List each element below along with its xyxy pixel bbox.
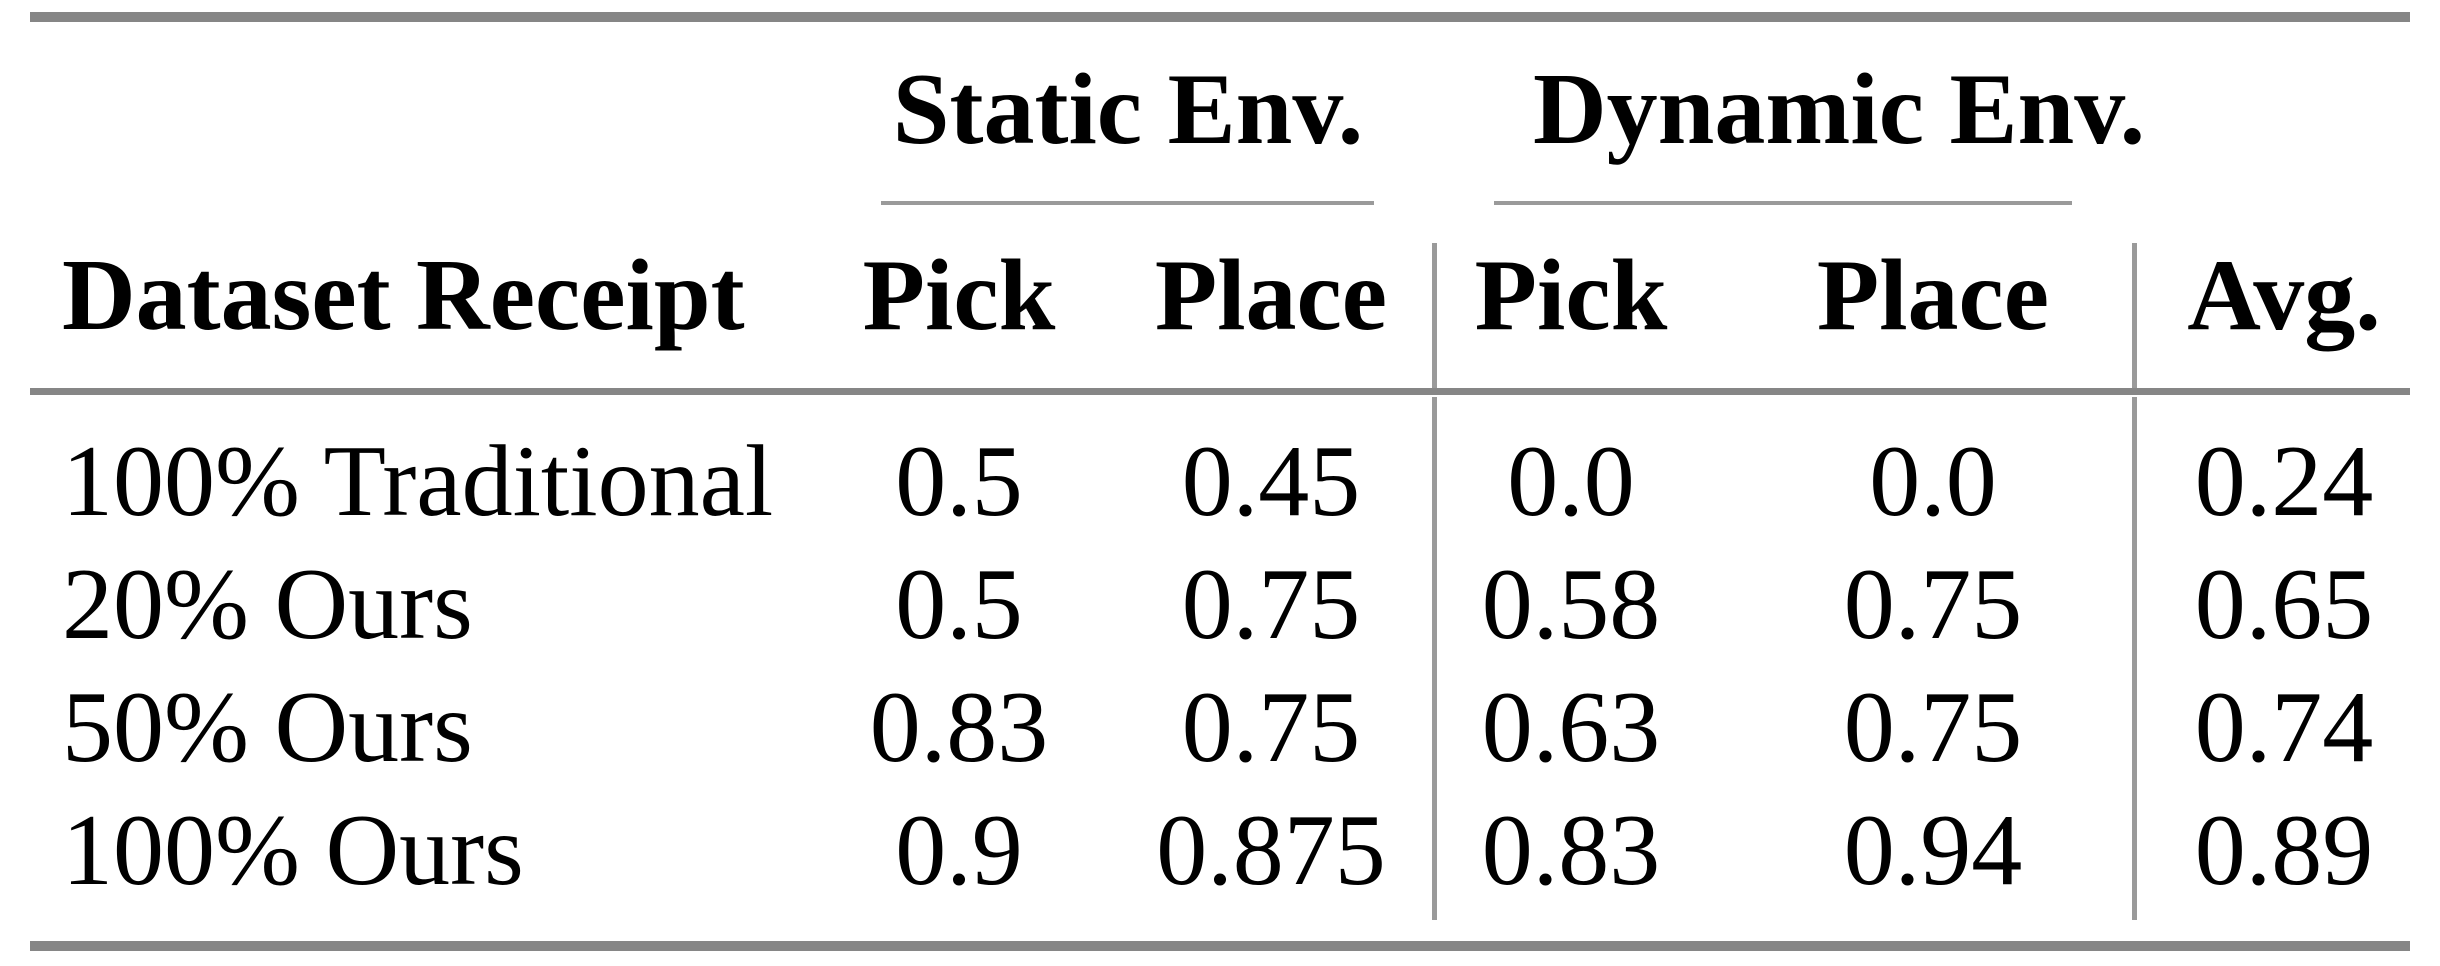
cell-static-place: 0.75 [1181, 548, 1361, 661]
cell-static-pick: 0.5 [895, 425, 1023, 538]
cell-dynamic-pick: 0.63 [1481, 671, 1661, 784]
cell-dynamic-place: 0.94 [1843, 794, 2023, 907]
cell-avg: 0.24 [2194, 425, 2374, 538]
column-header-dynamic-pick: Pick [1474, 239, 1668, 352]
column-header-static-pick: Pick [862, 239, 1056, 352]
cell-dynamic-pick: 0.0 [1507, 425, 1635, 538]
column-header-dynamic-place: Place [1816, 239, 2050, 352]
cmidrule-static [881, 201, 1374, 205]
group-header-dynamic-env: Dynamic Env. [1533, 53, 2146, 166]
cell-static-pick: 0.5 [895, 548, 1023, 661]
vertical-rule-2-body [2132, 397, 2137, 920]
cell-static-pick: 0.9 [895, 794, 1023, 907]
cell-static-pick: 0.83 [869, 671, 1049, 784]
vertical-rule-2-header [2132, 243, 2137, 388]
row-label: 100% Traditional [62, 425, 774, 538]
cell-dynamic-pick: 0.58 [1481, 548, 1661, 661]
header-divider-rule [30, 388, 2410, 395]
cell-dynamic-place: 0.75 [1843, 671, 2023, 784]
cell-dynamic-pick: 0.83 [1481, 794, 1661, 907]
bottom-rule [30, 941, 2410, 951]
row-label: 50% Ours [62, 671, 473, 784]
row-label: 100% Ours [62, 794, 524, 907]
vertical-rule-1-body [1432, 397, 1437, 920]
cell-avg: 0.65 [2194, 548, 2374, 661]
column-header-dataset-receipt: Dataset Receipt [62, 239, 745, 352]
group-header-static-env: Static Env. [892, 53, 1364, 166]
column-header-avg: Avg. [2187, 239, 2381, 352]
cell-dynamic-place: 0.0 [1869, 425, 1997, 538]
top-rule [30, 12, 2410, 22]
cell-avg: 0.74 [2194, 671, 2374, 784]
cell-static-place: 0.45 [1181, 425, 1361, 538]
row-label: 20% Ours [62, 548, 473, 661]
vertical-rule-1-header [1432, 243, 1437, 388]
cell-dynamic-place: 0.75 [1843, 548, 2023, 661]
cell-avg: 0.89 [2194, 794, 2374, 907]
column-header-static-place: Place [1154, 239, 1388, 352]
cell-static-place: 0.75 [1181, 671, 1361, 784]
cell-static-place: 0.875 [1156, 794, 1386, 907]
cmidrule-dynamic [1494, 201, 2072, 205]
